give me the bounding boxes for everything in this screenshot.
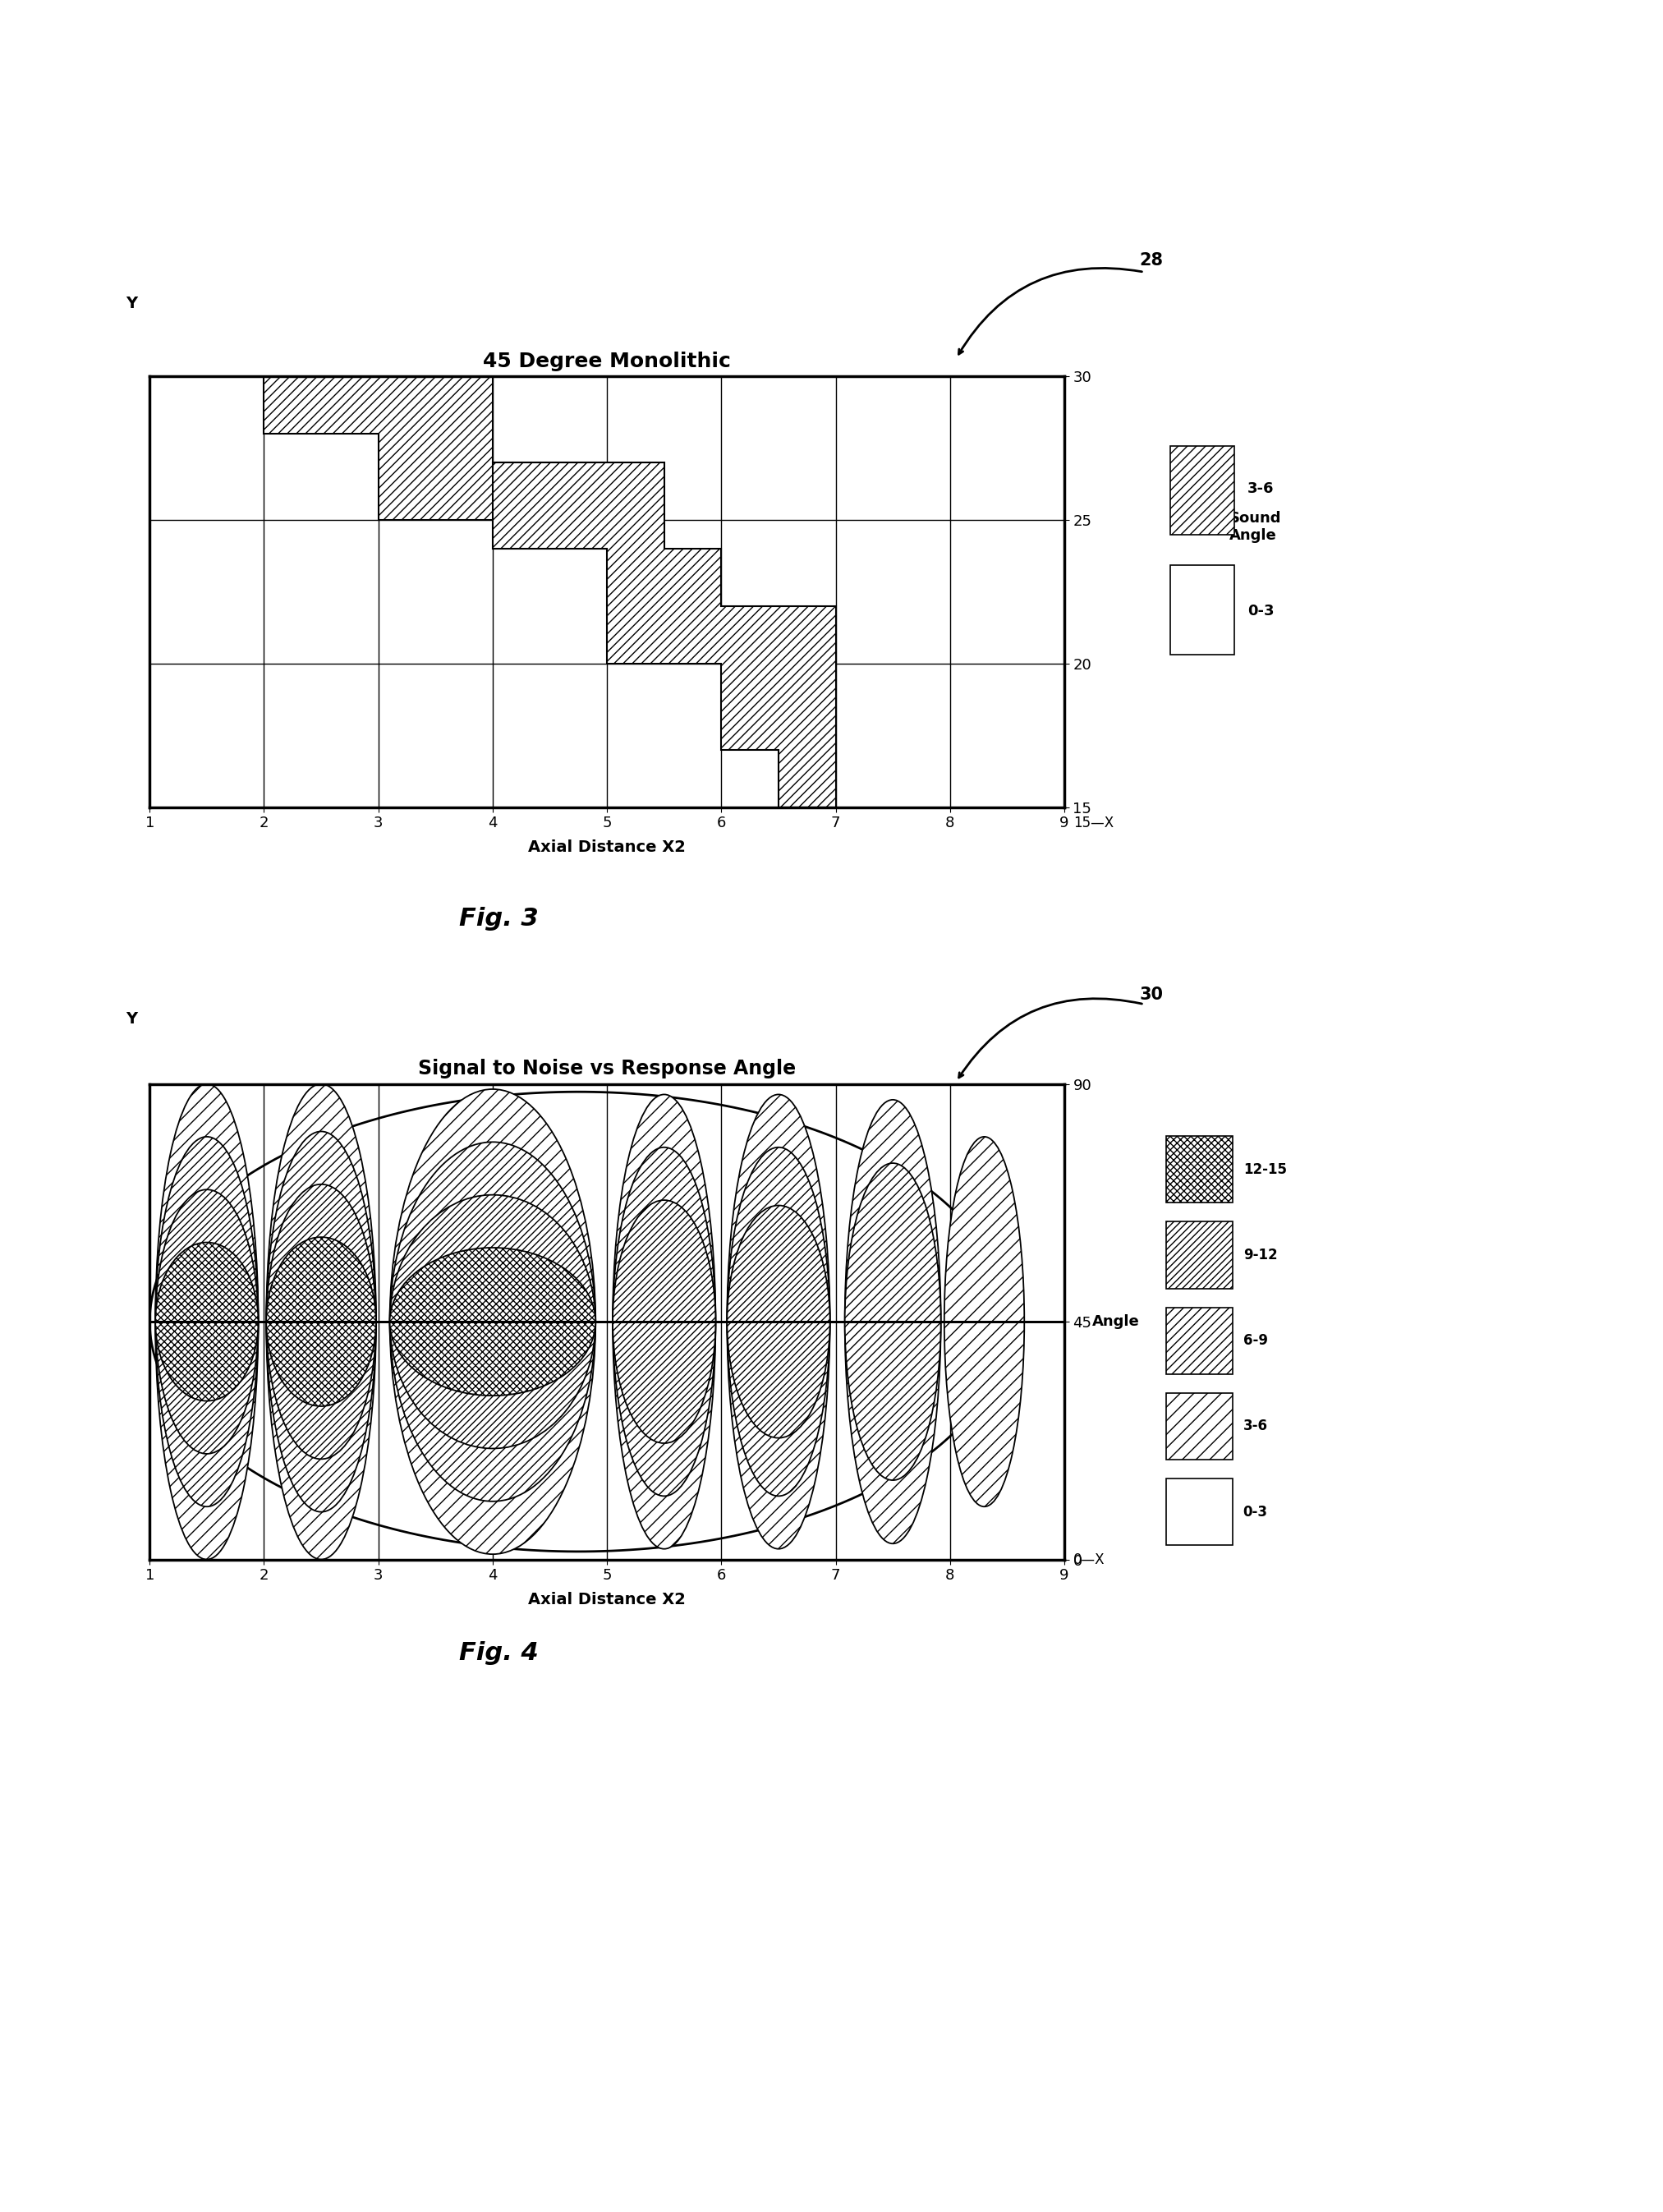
Title: 45 Degree Monolithic: 45 Degree Monolithic — [482, 352, 732, 372]
Ellipse shape — [266, 1084, 376, 1559]
X-axis label: Axial Distance X2: Axial Distance X2 — [529, 1593, 685, 1608]
Text: 15—X: 15—X — [1074, 816, 1114, 832]
Text: Y: Y — [126, 1011, 136, 1026]
Title: Signal to Noise vs Response Angle: Signal to Noise vs Response Angle — [417, 1060, 797, 1079]
Ellipse shape — [155, 1084, 258, 1559]
Ellipse shape — [155, 1190, 258, 1453]
Ellipse shape — [389, 1194, 595, 1449]
Ellipse shape — [727, 1148, 830, 1495]
Text: 9-12: 9-12 — [1244, 1248, 1277, 1263]
Ellipse shape — [845, 1099, 941, 1544]
Bar — [1171, 447, 1234, 535]
Ellipse shape — [266, 1237, 376, 1407]
Bar — [1171, 566, 1234, 655]
Ellipse shape — [612, 1201, 715, 1442]
Polygon shape — [150, 1093, 1008, 1551]
Text: 12-15: 12-15 — [1244, 1161, 1287, 1177]
Text: 6-9: 6-9 — [1244, 1334, 1267, 1347]
Ellipse shape — [389, 1141, 595, 1502]
X-axis label: Axial Distance X2: Axial Distance X2 — [529, 841, 685, 856]
Bar — [1166, 1137, 1232, 1203]
Text: 3-6: 3-6 — [1244, 1418, 1267, 1433]
Text: Fig. 3: Fig. 3 — [459, 907, 539, 931]
Ellipse shape — [266, 1133, 376, 1513]
Ellipse shape — [945, 1137, 1024, 1506]
Text: 3-6: 3-6 — [1247, 482, 1274, 495]
Polygon shape — [264, 376, 607, 549]
Ellipse shape — [727, 1095, 830, 1548]
Ellipse shape — [727, 1206, 830, 1438]
Text: Y: Y — [126, 296, 136, 312]
Ellipse shape — [266, 1183, 376, 1460]
Text: 28: 28 — [1139, 252, 1162, 268]
Polygon shape — [492, 462, 836, 807]
Ellipse shape — [389, 1088, 595, 1555]
Ellipse shape — [155, 1243, 258, 1400]
Ellipse shape — [155, 1137, 258, 1506]
Text: 0-3: 0-3 — [1244, 1504, 1267, 1520]
Text: 0—X: 0—X — [1074, 1553, 1106, 1566]
Bar — [1166, 1394, 1232, 1460]
Bar — [1166, 1478, 1232, 1546]
Ellipse shape — [612, 1148, 715, 1495]
Text: 0-3: 0-3 — [1247, 604, 1274, 619]
Ellipse shape — [612, 1095, 715, 1548]
Text: 30: 30 — [1139, 987, 1162, 1002]
Text: Angle: Angle — [1093, 1314, 1139, 1329]
Bar — [1166, 1221, 1232, 1287]
Ellipse shape — [845, 1164, 941, 1480]
Ellipse shape — [389, 1248, 595, 1396]
Text: Sound
Angle: Sound Angle — [1229, 511, 1281, 542]
Text: Fig. 4: Fig. 4 — [459, 1641, 539, 1666]
Bar — [1166, 1307, 1232, 1374]
